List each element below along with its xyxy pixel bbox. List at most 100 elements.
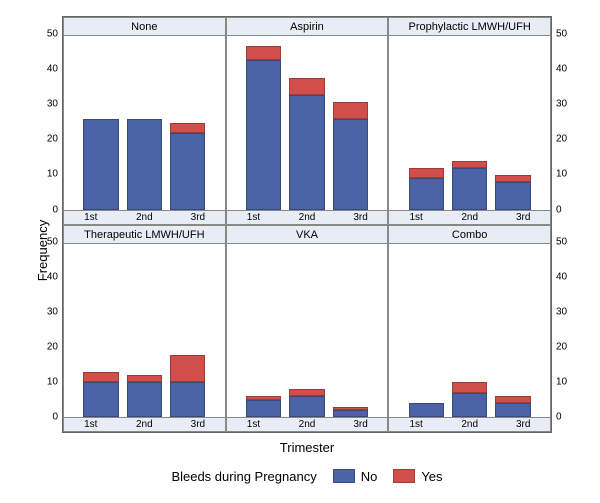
bar-seg-no	[170, 133, 205, 209]
panel: Combo1st2nd3rd	[388, 225, 551, 433]
bar-seg-yes	[170, 123, 205, 133]
y-tick-label: 20	[47, 134, 58, 145]
bar-seg-no	[452, 393, 487, 417]
bar-seg-no	[452, 168, 487, 210]
x-category-label: 2nd	[443, 211, 497, 224]
bar-seg-yes	[452, 382, 487, 392]
bar-seg-yes	[246, 396, 281, 399]
bar	[289, 78, 324, 210]
bar-seg-no	[409, 178, 444, 209]
bar-seg-yes	[333, 407, 368, 410]
bar	[83, 372, 118, 417]
y-tick-label: 0	[52, 412, 58, 423]
panel-body: 1st2nd3rd	[227, 244, 388, 432]
y-tick-label: 20	[47, 341, 58, 352]
bar-seg-yes	[83, 372, 118, 382]
bar-seg-no	[83, 119, 118, 209]
bar-seg-yes	[495, 396, 530, 403]
bar-seg-no	[333, 119, 368, 209]
faceted-bar-chart: Frequency 0102030405001020304050 0102030…	[8, 8, 592, 495]
bar	[170, 355, 205, 417]
y-tick-label: 20	[556, 134, 567, 145]
legend-swatch-yes	[393, 469, 415, 483]
y-tick-label: 30	[47, 306, 58, 317]
legend-item-no: No	[333, 469, 378, 484]
x-category-label: 3rd	[171, 211, 225, 224]
bar-seg-no	[495, 182, 530, 210]
x-category-row: 1st2nd3rd	[64, 210, 225, 224]
bars-area	[64, 36, 225, 210]
bar-seg-yes	[495, 175, 530, 182]
bar-seg-no	[83, 382, 118, 417]
bar-seg-no	[495, 403, 530, 417]
bar	[170, 123, 205, 210]
bars-area	[389, 36, 550, 210]
y-tick-label: 10	[556, 169, 567, 180]
x-category-row: 1st2nd3rd	[389, 417, 550, 431]
x-category-label: 2nd	[443, 418, 497, 431]
panel-title: VKA	[227, 226, 388, 244]
panel: Prophylactic LMWH/UFH1st2nd3rd	[388, 17, 551, 225]
legend-label-yes: Yes	[421, 469, 442, 484]
y-tick-label: 10	[556, 376, 567, 387]
panel-body: 1st2nd3rd	[389, 36, 550, 224]
panel-body: 1st2nd3rd	[227, 36, 388, 224]
x-category-row: 1st2nd3rd	[227, 210, 388, 224]
bar-seg-yes	[289, 78, 324, 95]
y-tick-label: 30	[556, 306, 567, 317]
panel-title: Prophylactic LMWH/UFH	[389, 18, 550, 36]
bars-area	[389, 244, 550, 418]
y-ticks-right: 0102030405001020304050	[554, 16, 586, 433]
bar	[452, 161, 487, 210]
bar	[495, 175, 530, 210]
bar-seg-no	[289, 95, 324, 210]
bars-area	[227, 244, 388, 418]
plot-region: None1st2nd3rdAspirin1st2nd3rdProphylacti…	[62, 16, 552, 433]
legend: Bleeds during Pregnancy No Yes	[62, 465, 552, 487]
y-tick-label: 50	[47, 236, 58, 247]
y-tick-label: 10	[47, 376, 58, 387]
bar-seg-no	[170, 382, 205, 417]
bar	[333, 407, 368, 417]
y-tick-label: 0	[556, 412, 562, 423]
y-tick-label: 40	[556, 271, 567, 282]
bar-seg-yes	[246, 46, 281, 60]
legend-title: Bleeds during Pregnancy	[171, 469, 316, 484]
bar-seg-yes	[127, 375, 162, 382]
bar-seg-yes	[289, 389, 324, 396]
panel-title: Therapeutic LMWH/UFH	[64, 226, 225, 244]
y-tick-label: 20	[556, 341, 567, 352]
bar	[127, 375, 162, 417]
bar-seg-no	[127, 119, 162, 209]
legend-label-no: No	[361, 469, 378, 484]
bars-area	[64, 244, 225, 418]
panel: Aspirin1st2nd3rd	[226, 17, 389, 225]
x-category-label: 3rd	[334, 418, 388, 431]
x-category-label: 3rd	[171, 418, 225, 431]
x-category-label: 1st	[227, 418, 281, 431]
bar-seg-no	[127, 382, 162, 417]
panel-body: 1st2nd3rd	[64, 244, 225, 432]
y-tick-label: 50	[47, 29, 58, 40]
x-category-label: 1st	[389, 211, 443, 224]
y-tick-label: 30	[556, 99, 567, 110]
x-category-label: 1st	[64, 418, 118, 431]
bar	[246, 396, 281, 417]
y-tick-label: 10	[47, 169, 58, 180]
x-category-label: 2nd	[118, 418, 172, 431]
y-tick-label: 40	[47, 271, 58, 282]
x-category-label: 1st	[227, 211, 281, 224]
bar-seg-no	[409, 403, 444, 417]
bar	[333, 102, 368, 210]
x-category-label: 2nd	[280, 418, 334, 431]
x-category-label: 2nd	[118, 211, 172, 224]
x-category-row: 1st2nd3rd	[227, 417, 388, 431]
panel: Therapeutic LMWH/UFH1st2nd3rd	[63, 225, 226, 433]
panel-title: None	[64, 18, 225, 36]
panel: VKA 1st2nd3rd	[226, 225, 389, 433]
panel: None 1st2nd3rd	[63, 17, 226, 225]
bar-seg-yes	[170, 355, 205, 383]
x-category-label: 2nd	[280, 211, 334, 224]
bar-seg-no	[246, 400, 281, 417]
bar	[495, 396, 530, 417]
